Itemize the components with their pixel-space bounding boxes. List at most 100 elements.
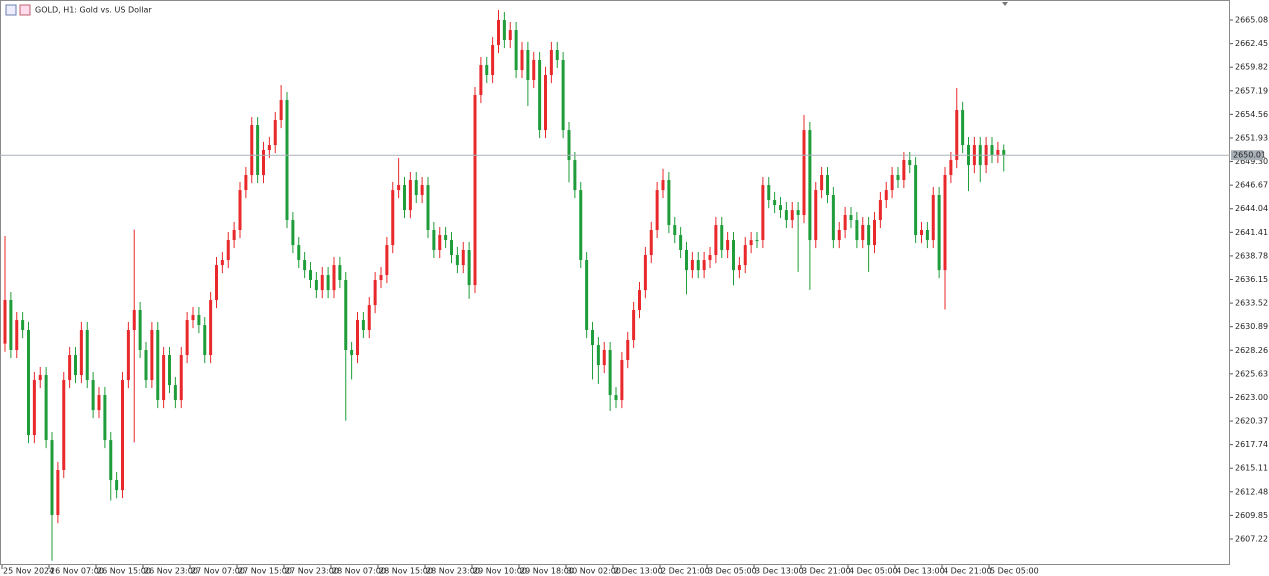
candle-body [215, 265, 218, 301]
candle-body [461, 249, 465, 266]
y-tick-label: 2638.78 [1235, 251, 1268, 260]
candle-body [890, 175, 894, 191]
candle-body [373, 280, 377, 306]
candle-body [185, 320, 189, 356]
x-tick-label: 2 Dec 13:00 [614, 567, 663, 576]
candle-body [567, 130, 571, 161]
candle-body [814, 190, 818, 241]
y-tick-label: 2662.45 [1235, 39, 1268, 48]
candle-body [779, 205, 782, 211]
y-tick-label: 2630.89 [1235, 322, 1268, 331]
y-tick-label: 2657.19 [1235, 86, 1268, 95]
candle-body [256, 125, 260, 176]
y-tick-label: 2651.93 [1235, 133, 1268, 142]
y-tick-label: 2628.26 [1235, 346, 1268, 355]
candle-body [21, 320, 25, 331]
candle-body [450, 240, 453, 256]
candle-body [884, 190, 888, 201]
last-price-box [1231, 150, 1263, 161]
y-tick-label: 2654.56 [1235, 110, 1268, 119]
candle-body [685, 249, 688, 271]
icon [19, 4, 31, 16]
candle-body [367, 305, 371, 331]
candle-body [708, 255, 712, 261]
candle-body [491, 45, 495, 76]
y-tick-label: 2612.48 [1235, 487, 1268, 496]
candle-body [726, 240, 730, 250]
candle-body [743, 245, 747, 266]
candle-body [826, 175, 829, 196]
candle-body [144, 350, 148, 381]
candle-body [784, 210, 788, 221]
candle-body [861, 225, 865, 241]
y-tick-label: 2623.00 [1235, 393, 1268, 402]
candle-body [514, 30, 518, 71]
candle-body [356, 320, 359, 356]
candle-body [121, 380, 124, 491]
x-tick-label: 3 Dec 21:00 [802, 567, 851, 576]
x-tick-label: 5 Dec 05:00 [990, 567, 1039, 576]
candle-body [62, 380, 66, 471]
y-tick-label: 2607.22 [1235, 534, 1268, 543]
candle-body [132, 310, 136, 331]
candle-body [156, 330, 160, 401]
y-tick-label: 2625.63 [1235, 369, 1268, 378]
candle-body [297, 245, 301, 261]
candle-body [843, 215, 847, 230]
candle-body [97, 395, 101, 411]
candle-body [808, 130, 812, 241]
candle-body [9, 300, 13, 351]
candle-body [179, 355, 183, 401]
x-tick-label: 4 Dec 13:00 [896, 567, 945, 576]
candle-body [555, 49, 559, 61]
candle-body [673, 225, 677, 236]
candle-body [614, 395, 618, 401]
candle-body [732, 240, 735, 271]
candle-body [632, 310, 636, 340]
candle-body [173, 385, 177, 401]
candle-body [761, 185, 765, 241]
x-tick-label: 3 Dec 05:00 [708, 567, 757, 576]
candle-body [138, 310, 142, 351]
candle-body [626, 339, 630, 361]
candle-body [326, 275, 330, 291]
icon [5, 4, 17, 16]
candle-body [150, 330, 154, 381]
y-tick-label: 2620.37 [1235, 417, 1268, 426]
x-tick-label: 27 Nov 15:00 [238, 567, 292, 576]
x-tick-label: 27 Nov 23:00 [285, 567, 339, 576]
last-price-label: 2650.01 [1233, 151, 1266, 160]
candle-body [679, 235, 683, 250]
candle-body [309, 270, 312, 281]
candle-body [226, 240, 230, 261]
y-tick-label: 2615.11 [1235, 464, 1268, 473]
x-tick-label: 2 Dec 21:00 [661, 567, 710, 576]
y-tick-label: 2649.30 [1235, 157, 1268, 166]
candle-body [85, 330, 89, 381]
candle-body [549, 49, 553, 76]
plot [3, 9, 1006, 561]
y-tick-label: 2633.52 [1235, 299, 1268, 308]
candle-body [432, 229, 436, 250]
candle-body [203, 325, 207, 356]
candle-body [126, 330, 130, 381]
candle-body [414, 180, 418, 196]
candle-body [361, 320, 365, 331]
candle-body [350, 350, 354, 356]
candle-body [1002, 149, 1006, 156]
candle-body [209, 300, 213, 356]
x-tick-label: 28 Nov 23:00 [426, 567, 480, 576]
y-tick-label: 2641.41 [1235, 228, 1268, 237]
candle-body [914, 165, 918, 236]
x-tick-label: 29 Nov 18:00 [520, 567, 574, 576]
candle-body [168, 355, 171, 386]
candle-body [538, 60, 542, 131]
plot-frame [0, 0, 1230, 565]
candle-body [103, 395, 107, 441]
candle-body [955, 109, 959, 161]
candle-body [690, 260, 694, 271]
y-tick-label: 2659.82 [1235, 63, 1268, 72]
x-tick-label: 25 Nov 2024 [3, 567, 54, 576]
candle-body [68, 355, 72, 381]
candle-body [56, 470, 60, 516]
